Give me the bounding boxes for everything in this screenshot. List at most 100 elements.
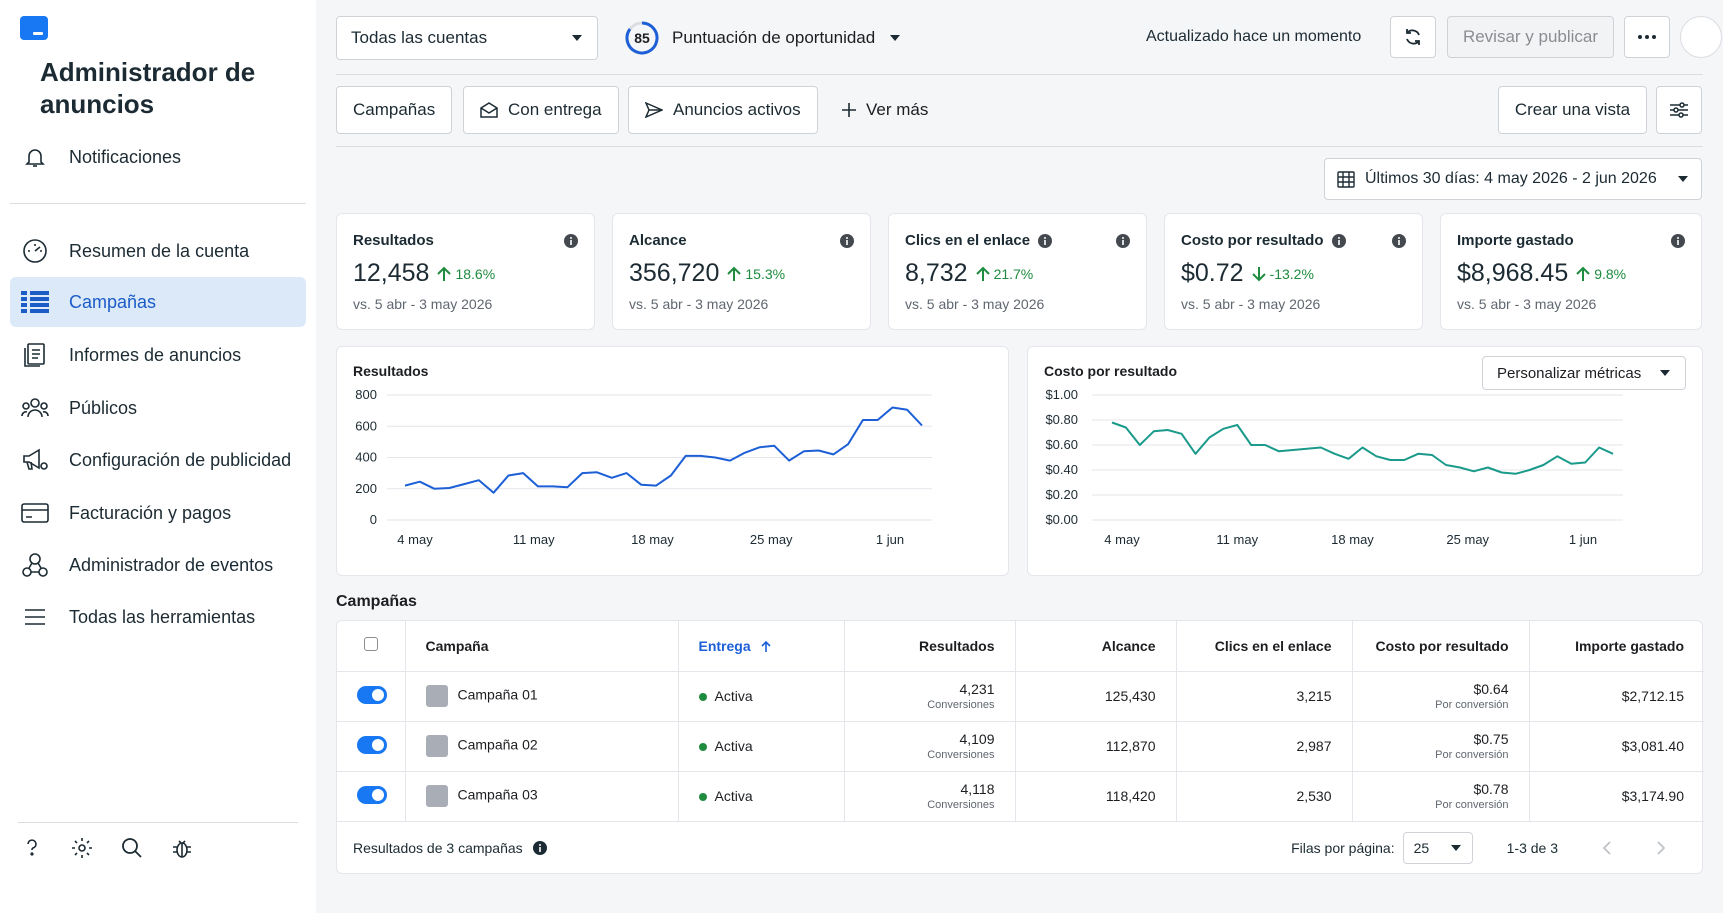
info-icon[interactable] xyxy=(1331,233,1346,248)
chevron-right-icon[interactable] xyxy=(1656,841,1666,855)
kpi-value: 12,458 xyxy=(353,259,430,287)
customize-metrics-select[interactable]: Personalizar métricas xyxy=(1482,356,1686,390)
opportunity-score-button[interactable]: 85 Puntuación de oportunidad xyxy=(624,20,901,56)
reach-cell: 125,430 xyxy=(1015,671,1177,722)
refresh-button[interactable] xyxy=(1390,16,1436,58)
col-header-campaign[interactable]: Campaña xyxy=(405,621,679,672)
caret-down-icon xyxy=(1450,844,1462,852)
campaign-name-cell[interactable]: Campaña 01 xyxy=(405,671,679,722)
kpi-label-group: Clics en el enlace xyxy=(905,232,1130,249)
sidebar-item-billing[interactable]: Facturación y pagos xyxy=(10,488,306,538)
filter-campaigns[interactable]: Campañas xyxy=(336,86,453,134)
y-tick-label: $0.80 xyxy=(1045,412,1078,427)
search-icon[interactable] xyxy=(120,836,144,860)
table-row[interactable]: Campaña 02 Activa 4,109 Conversiones 112,… xyxy=(337,721,1704,772)
avatar[interactable] xyxy=(1680,16,1722,58)
info-icon[interactable] xyxy=(532,841,547,855)
cost-cell: $0.78 Por conversión xyxy=(1352,771,1530,822)
info-icon[interactable] xyxy=(1116,234,1130,248)
info-icon[interactable] xyxy=(564,234,578,248)
series-line xyxy=(404,406,923,494)
rows-per-page-select[interactable]: 25 xyxy=(1402,832,1473,864)
campaign-toggle[interactable] xyxy=(357,735,387,754)
y-tick-label: 800 xyxy=(355,387,377,402)
col-header-amount-spent[interactable]: Importe gastado xyxy=(1529,621,1704,672)
info-icon[interactable] xyxy=(1392,234,1406,248)
send-icon xyxy=(645,102,663,118)
campaign-toggle[interactable] xyxy=(357,785,387,804)
chevron-left-icon[interactable] xyxy=(1602,841,1612,855)
sidebar-item-account-overview[interactable]: Resumen de la cuenta xyxy=(10,226,306,276)
y-tick-label: $0.20 xyxy=(1045,487,1078,502)
filter-active-ads[interactable]: Anuncios activos xyxy=(628,86,818,134)
kpi-label: Importe gastado xyxy=(1457,232,1574,249)
sidebar-item-notifications[interactable]: Notificaciones xyxy=(10,132,306,182)
bug-icon[interactable] xyxy=(170,836,194,860)
gauge-icon xyxy=(20,236,50,266)
sidebar-item-ad-settings[interactable]: Configuración de publicidad xyxy=(10,435,306,485)
calendar-icon xyxy=(1337,170,1355,188)
sidebar-item-audiences[interactable]: Públicos xyxy=(10,383,306,433)
col-header-results[interactable]: Resultados xyxy=(844,621,1016,672)
col-header-reach[interactable]: Alcance xyxy=(1015,621,1177,672)
kpi-card-cost-per-result: Costo por resultado $0.72 -13.2% vs. 5 a… xyxy=(1164,213,1423,330)
sidebar-item-events-manager[interactable]: Administrador de eventos xyxy=(10,540,306,590)
col-header-link-clicks[interactable]: Clics en el enlace xyxy=(1176,621,1353,672)
help-icon[interactable] xyxy=(20,836,44,860)
y-tick-label: 0 xyxy=(370,512,377,527)
view-more-button[interactable]: Ver más xyxy=(842,100,928,120)
campaign-name-cell[interactable]: Campaña 02 xyxy=(405,721,679,772)
rows-per-page-label: Filas por página: xyxy=(1291,840,1395,856)
sidebar-divider xyxy=(10,203,306,204)
kpi-delta-value: 15.3% xyxy=(745,265,786,282)
divider xyxy=(336,146,1703,147)
col-header-cost-per-result[interactable]: Costo por resultado xyxy=(1352,621,1530,672)
arrow-up-icon xyxy=(975,266,990,282)
review-publish-button[interactable]: Revisar y publicar xyxy=(1447,16,1614,58)
settings-gear-icon[interactable] xyxy=(70,836,94,860)
cost-value: $0.78 xyxy=(1473,781,1509,797)
more-options-button[interactable] xyxy=(1624,16,1670,58)
delivery-status: Activa xyxy=(714,738,753,754)
sidebar-item-label: Campañas xyxy=(69,291,157,312)
create-view-button[interactable]: Crear una vista xyxy=(1498,86,1647,134)
info-icon[interactable] xyxy=(1038,233,1053,248)
campaigns-table: Campaña Entrega Resultados Alcance Clics… xyxy=(337,621,1704,822)
kpi-delta: 18.6% xyxy=(437,266,495,282)
sidebar-item-campaigns[interactable]: Campañas xyxy=(10,277,306,327)
results-chart: 0 200 400 600 800 4 may 11 may 18 may 25 may 1 ju… xyxy=(355,387,932,547)
sidebar-item-all-tools[interactable]: Todas las herramientas xyxy=(10,592,306,642)
info-icon[interactable] xyxy=(1671,234,1685,248)
campaign-name-cell[interactable]: Campaña 03 xyxy=(405,771,679,822)
filter-with-delivery[interactable]: Con entrega xyxy=(463,86,619,134)
delivery-status: Activa xyxy=(714,688,753,704)
meta-logo-icon[interactable] xyxy=(20,16,48,40)
account-select[interactable]: Todas las cuentas xyxy=(336,16,598,60)
cost-sub: Por conversión xyxy=(1435,749,1509,761)
main-content: Todas las cuentas 85 Puntuación de oport… xyxy=(316,0,1723,913)
sidebar-item-label: Públicos xyxy=(69,397,138,418)
date-range-picker[interactable]: Últimos 30 días: 4 may 2026 - 2 jun 2026 xyxy=(1324,158,1702,200)
x-tick-label: 18 may xyxy=(631,532,674,547)
kpi-value: $8,968.45 xyxy=(1457,259,1569,287)
y-tick-label: $1.00 xyxy=(1045,387,1078,402)
sidebar-item-ad-reports[interactable]: Informes de anuncios xyxy=(10,330,306,380)
clicks-cell: 2,530 xyxy=(1176,771,1353,822)
table-row[interactable]: Campaña 03 Activa 4,118 Conversiones 118,… xyxy=(337,771,1704,822)
select-all-checkbox[interactable] xyxy=(363,637,378,652)
info-icon[interactable] xyxy=(840,234,854,248)
table-row[interactable]: Campaña 01 Activa 4,231 Conversiones 125,… xyxy=(337,671,1704,722)
view-settings-button[interactable] xyxy=(1656,86,1702,134)
cost-sub: Por conversión xyxy=(1435,799,1509,811)
arrow-down-icon xyxy=(1251,266,1266,282)
col-header-delivery[interactable]: Entrega xyxy=(678,621,845,672)
campaign-toggle[interactable] xyxy=(357,685,387,704)
sidebar-divider xyxy=(18,822,298,823)
kpi-delta-value: -13.2% xyxy=(1269,265,1314,282)
x-tick-label: 11 may xyxy=(513,532,555,547)
campaign-name: Campaña 02 xyxy=(457,736,538,753)
kpi-label: Alcance xyxy=(629,232,687,249)
kpi-delta: 15.3% xyxy=(727,266,785,282)
campaign-name: Campaña 03 xyxy=(457,786,538,803)
credit-card-icon xyxy=(20,498,50,528)
